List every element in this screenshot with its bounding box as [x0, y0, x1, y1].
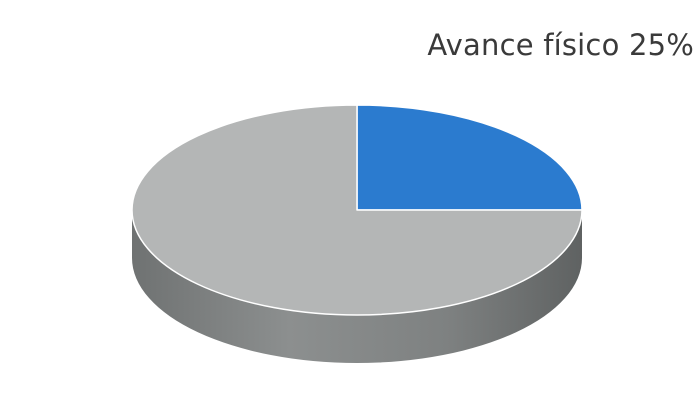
pie-top [131, 104, 583, 316]
pie-slice-0 [356, 104, 583, 211]
pie-side [132, 210, 582, 363]
chart-title: Avance físico 25% [427, 28, 694, 62]
pie-side-wall [132, 210, 582, 363]
pie-slice-1 [131, 104, 583, 316]
